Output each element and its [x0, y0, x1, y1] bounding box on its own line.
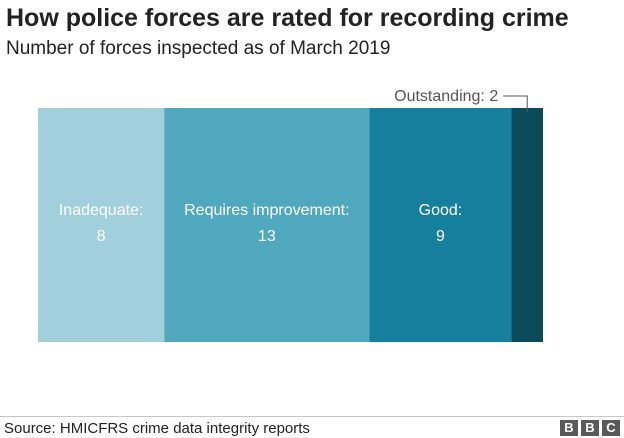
segment-label-outstanding: Outstanding: 2 [394, 88, 498, 105]
segment-value-requires-improvement: 13 [258, 228, 276, 245]
segment-value-good: 9 [436, 228, 445, 245]
segment-value-inadequate: 8 [97, 228, 106, 245]
bbc-logo-letter-3: C [602, 420, 620, 436]
bar-segment-inadequate [38, 108, 165, 342]
bbc-logo-letter-2: B [581, 420, 599, 436]
outstanding-callout-line [503, 95, 528, 112]
bbc-logo-letter-1: B [560, 420, 578, 436]
segment-label-inadequate: Inadequate: [59, 202, 144, 219]
stacked-bar-chart: Inadequate: 8 Requires improvement: 13 Good:… [38, 88, 543, 342]
source-note: Source: HMICFRS crime data integrity rep… [4, 420, 310, 437]
chart-title: How police forces are rated for recordin… [6, 4, 569, 32]
bbc-logo: B B C [560, 420, 620, 436]
bar-segment-requires-improvement [164, 108, 370, 342]
footer-divider [0, 416, 624, 417]
segment-label-requires-improvement: Requires improvement: [184, 202, 349, 219]
bar-segment-outstanding [511, 108, 543, 342]
chart-subtitle: Number of forces inspected as of March 2… [6, 38, 391, 59]
bar-segment-good [369, 108, 512, 342]
segment-label-good: Good: [419, 202, 463, 219]
